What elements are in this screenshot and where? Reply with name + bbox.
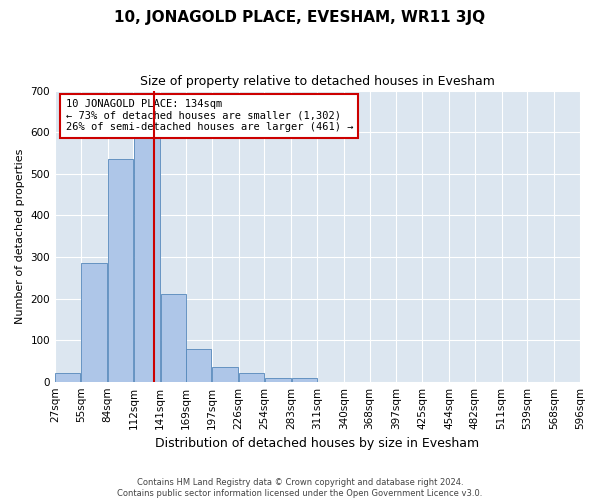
Bar bbox=[265, 378, 291, 382]
Bar bbox=[81, 263, 107, 382]
Bar bbox=[212, 367, 238, 382]
Bar bbox=[187, 349, 211, 382]
Bar bbox=[239, 372, 264, 382]
Bar bbox=[161, 294, 185, 382]
X-axis label: Distribution of detached houses by size in Evesham: Distribution of detached houses by size … bbox=[155, 437, 479, 450]
Bar bbox=[108, 159, 133, 382]
Bar bbox=[292, 378, 317, 382]
Title: Size of property relative to detached houses in Evesham: Size of property relative to detached ho… bbox=[140, 75, 495, 88]
Text: 10, JONAGOLD PLACE, EVESHAM, WR11 3JQ: 10, JONAGOLD PLACE, EVESHAM, WR11 3JQ bbox=[115, 10, 485, 25]
Bar bbox=[55, 374, 80, 382]
Bar bbox=[134, 138, 160, 382]
Y-axis label: Number of detached properties: Number of detached properties bbox=[15, 148, 25, 324]
Text: 10 JONAGOLD PLACE: 134sqm
← 73% of detached houses are smaller (1,302)
26% of se: 10 JONAGOLD PLACE: 134sqm ← 73% of detac… bbox=[65, 100, 353, 132]
Text: Contains HM Land Registry data © Crown copyright and database right 2024.
Contai: Contains HM Land Registry data © Crown c… bbox=[118, 478, 482, 498]
